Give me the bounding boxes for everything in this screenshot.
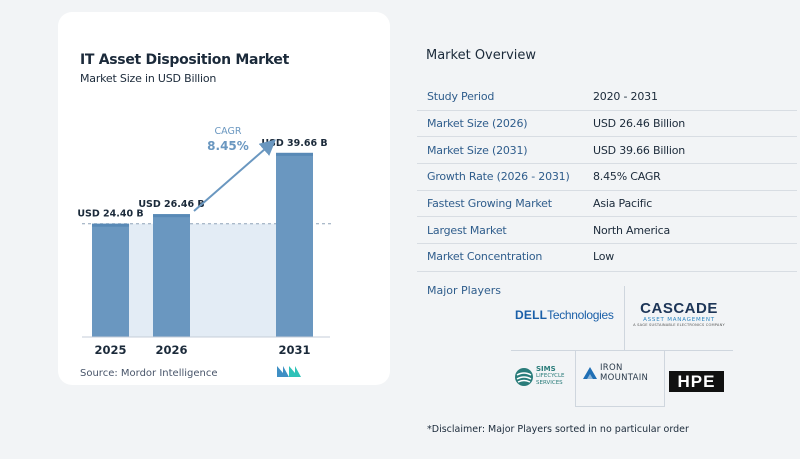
cagr-label: CAGR <box>215 126 242 137</box>
chart-title: IT Asset Disposition Market <box>80 52 289 68</box>
row-label: Study Period <box>427 89 495 103</box>
divider <box>664 350 665 406</box>
data-label: USD 39.66 B <box>261 138 327 149</box>
data-label: USD 26.46 B <box>138 199 204 210</box>
chart-card: IT Asset Disposition Market Market Size … <box>58 12 390 385</box>
table-row: Fastest Growing Market Asia Pacific <box>417 189 797 217</box>
row-value: 2020 - 2031 <box>593 89 658 103</box>
mountain-icon <box>583 367 597 379</box>
overview-title: Market Overview <box>426 48 537 63</box>
major-players-logos: DELLTechnologies CASCADE ASSET MANAGEMEN… <box>511 286 733 407</box>
cascade-line2: ASSET MANAGEMENT <box>643 317 715 323</box>
sims-line2: LIFECYCLE <box>536 373 565 379</box>
chart-source: Source: Mordor Intelligence <box>80 368 218 379</box>
bar-cap <box>276 152 313 156</box>
cascade-line3: A SAGE SUSTAINABLE ELECTRONICS COMPANY <box>633 323 725 327</box>
table-row: Growth Rate (2026 - 2031) 8.45% CAGR <box>417 163 797 190</box>
table-row: Market Size (2026) USD 26.46 Billion <box>417 109 797 137</box>
sims-lifecycle-logo: SIMS LIFECYCLE SERVICES <box>514 366 565 387</box>
row-value: North America <box>593 223 671 237</box>
table-row: Study Period 2020 - 2031 <box>417 83 797 110</box>
mordor-intelligence-logo-icon <box>277 366 301 377</box>
row-value: Asia Pacific <box>593 197 653 211</box>
x-tick-label: 2031 <box>278 343 310 357</box>
iron-line2: MOUNTAIN <box>600 373 649 383</box>
sims-line1: SIMS <box>536 365 556 373</box>
row-label: Market Size (2026) <box>427 117 528 131</box>
hpe-logo: HPE <box>669 371 724 392</box>
dell-suffix: Technologies <box>547 308 614 322</box>
iron-line1: IRON <box>600 363 623 373</box>
row-value: Low <box>593 250 615 264</box>
market-overview-panel: Market Overview Study Period 2020 - 2031 … <box>415 0 800 459</box>
row-label: Growth Rate (2026 - 2031) <box>427 170 570 184</box>
row-label: Fastest Growing Market <box>427 197 552 211</box>
iron-mountain-logo: IRON MOUNTAIN <box>583 363 648 383</box>
row-label: Market Concentration <box>427 250 543 264</box>
sims-globe-icon <box>515 367 533 386</box>
row-value: 8.45% CAGR <box>593 170 661 184</box>
sims-line3: SERVICES <box>536 380 563 386</box>
row-value: USD 39.66 Billion <box>593 143 686 157</box>
divider <box>417 271 797 272</box>
bar-chart: USD 24.40 B 2025 USD 26.46 B 2026 USD 39.66 … <box>77 126 332 357</box>
bar <box>276 152 313 337</box>
divider <box>575 406 665 407</box>
cagr-value: 8.45% <box>207 139 249 153</box>
dell-technologies-logo: DELLTechnologies <box>515 306 614 324</box>
hpe-name: HPE <box>677 371 716 391</box>
table-row: Market Concentration Low <box>417 243 797 270</box>
divider <box>511 350 733 351</box>
table-row: Largest Market North America <box>417 216 797 243</box>
cascade-name: CASCADE <box>640 300 718 317</box>
disclaimer: *Disclaimer: Major Players sorted in no … <box>427 424 689 435</box>
row-label: Largest Market <box>427 223 507 237</box>
x-tick-label: 2026 <box>155 343 187 357</box>
row-value: USD 26.46 Billion <box>593 117 686 131</box>
overview-table: Study Period 2020 - 2031 Market Size (202… <box>417 83 797 270</box>
bar-cap <box>92 223 129 227</box>
bar-cap <box>153 214 190 218</box>
cagr-arrow <box>193 139 277 212</box>
data-label: USD 24.40 B <box>77 209 143 220</box>
reference-area <box>129 223 276 337</box>
dell-brand: DELL <box>515 308 548 322</box>
table-row: Market Size (2031) USD 39.66 Billion <box>417 136 797 163</box>
cascade-logo: CASCADE ASSET MANAGEMENT A SAGE SUSTAINA… <box>629 300 729 327</box>
major-players-label: Major Players <box>427 284 501 297</box>
chart-subtitle: Market Size in USD Billion <box>80 72 217 85</box>
divider <box>624 286 625 350</box>
bar <box>153 214 190 337</box>
bar <box>92 223 129 337</box>
divider <box>575 350 576 406</box>
row-label: Market Size (2031) <box>427 143 528 157</box>
x-tick-label: 2025 <box>94 343 126 357</box>
